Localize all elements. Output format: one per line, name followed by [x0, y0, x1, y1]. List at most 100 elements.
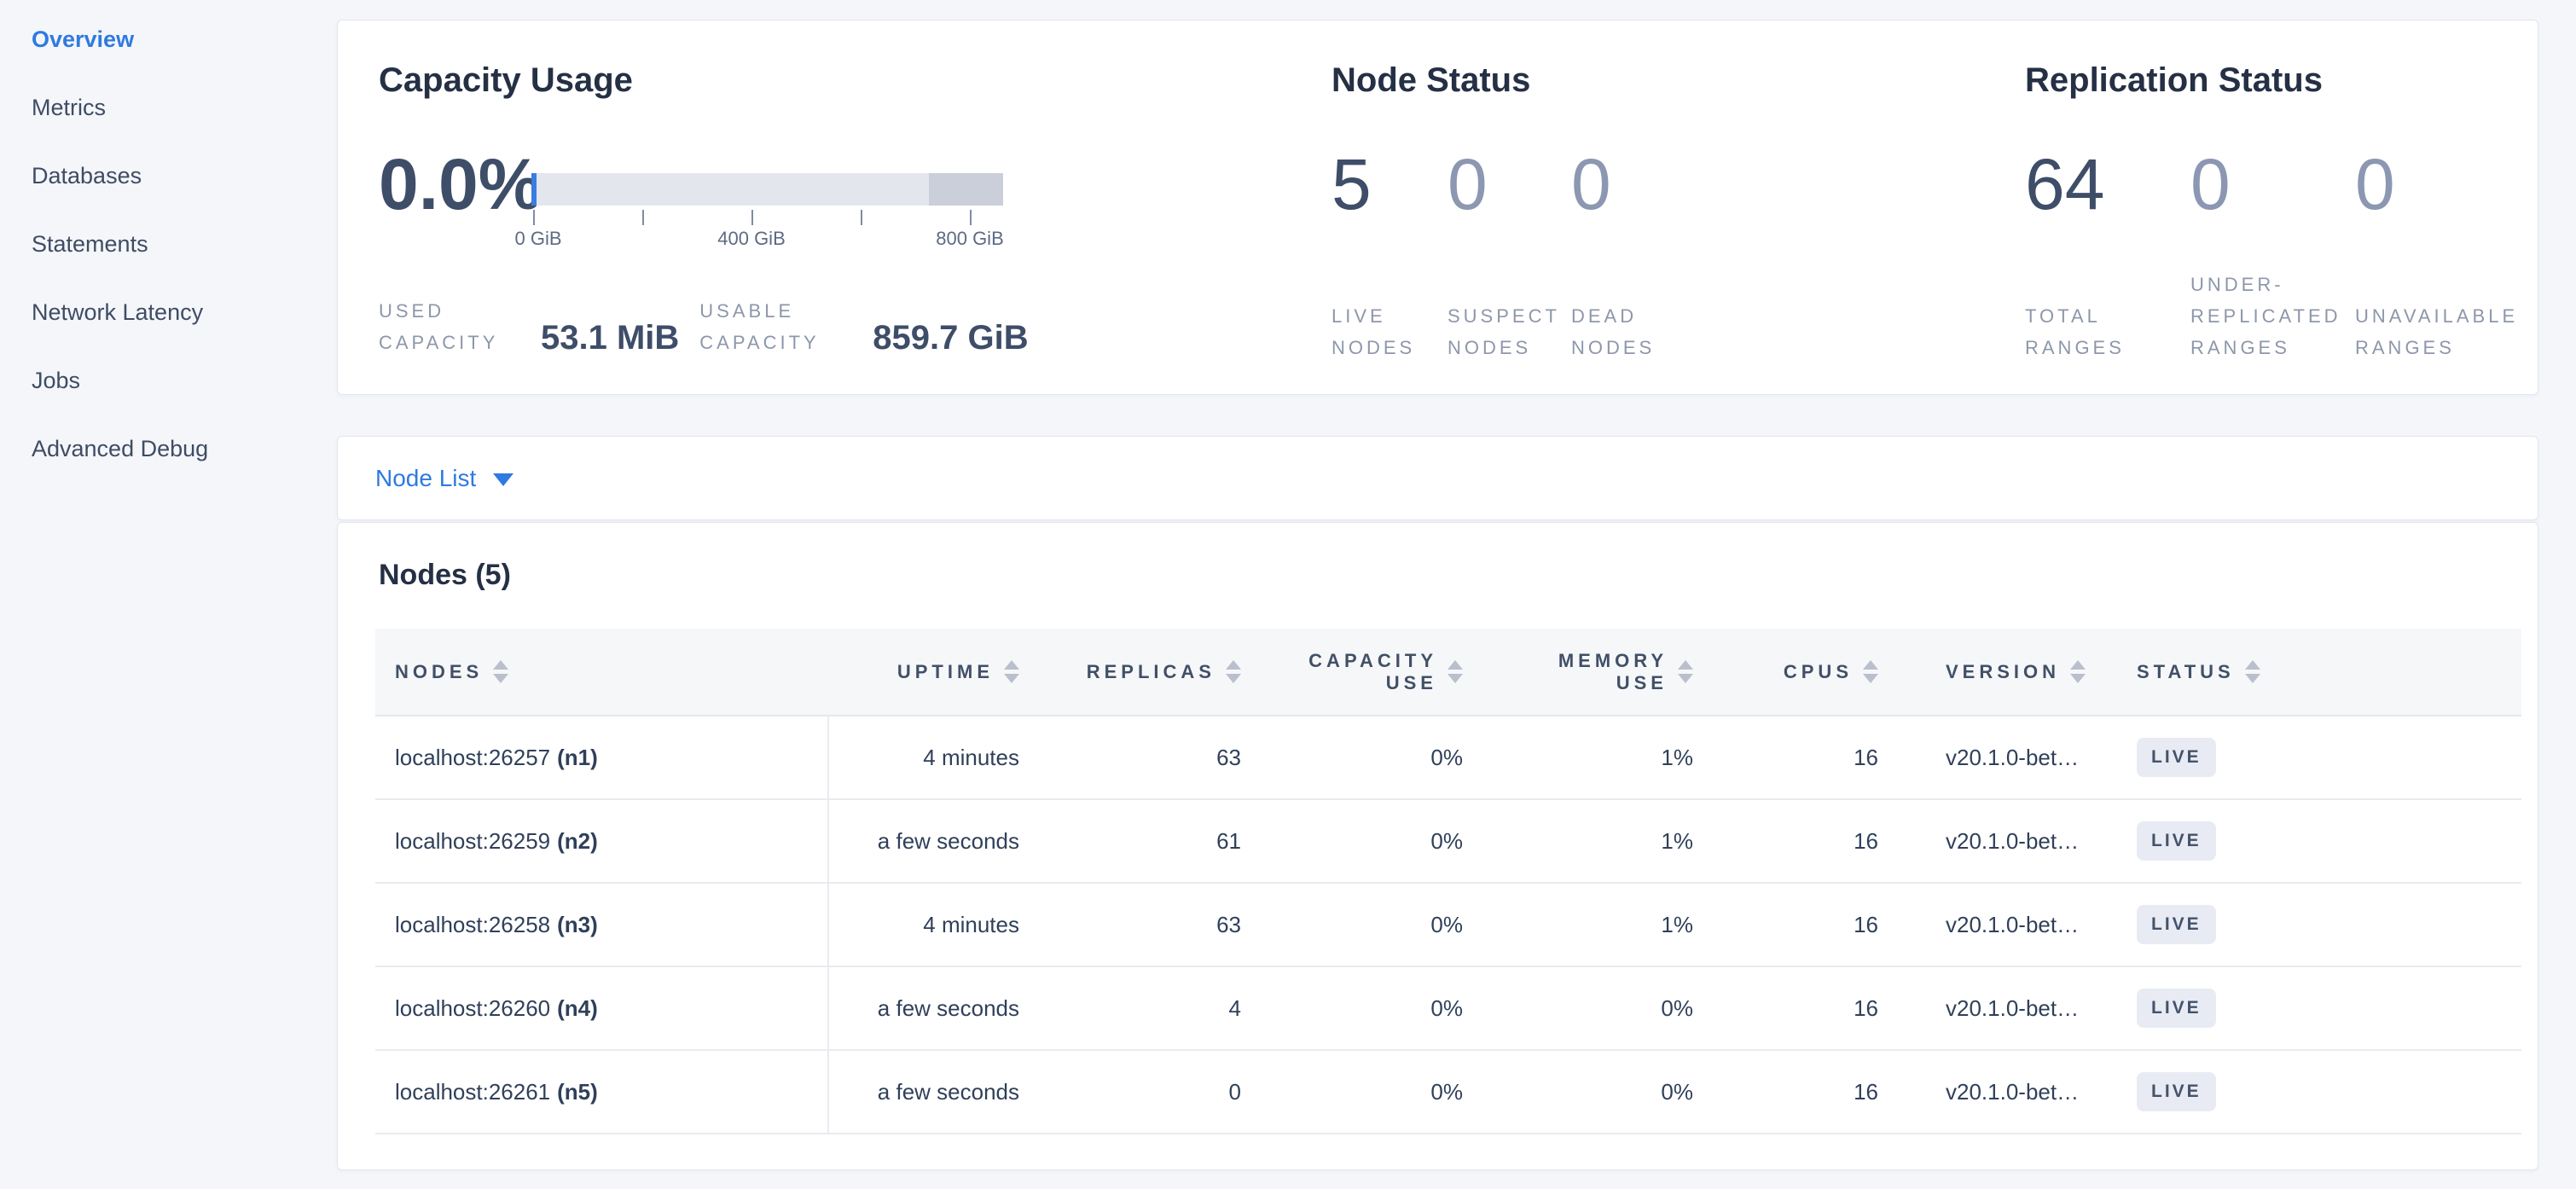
dead-nodes-value: 0 — [1571, 144, 1611, 224]
status-badge: LIVE — [2137, 989, 2216, 1028]
used-capacity: USED CAPACITY 53.1 MiB — [379, 295, 679, 358]
column-header-status[interactable]: STATUS — [2115, 629, 2521, 716]
sidebar-item-metrics[interactable]: Metrics — [32, 94, 106, 120]
under-replicated-ranges-stat: 0 UNDER- REPLICATED RANGES — [2190, 148, 2355, 363]
memory-use-cell: 1% — [1661, 744, 1693, 770]
total-ranges-label: TOTAL RANGES — [2025, 305, 2125, 358]
sidebar-item-network-latency[interactable]: Network Latency — [32, 299, 204, 325]
node-status-stats: 5 LIVE NODES 0 SUSPECT NODES 0 DEAD NODE… — [1332, 148, 1716, 363]
sidebar-item-advanced-debug[interactable]: Advanced Debug — [32, 435, 209, 461]
suspect-nodes-label: SUSPECT NODES — [1448, 305, 1560, 358]
capacity-used-percent: 0.0% — [379, 144, 542, 224]
capacity-gauge-axis — [531, 210, 1003, 225]
dead-nodes-label: DEAD NODES — [1571, 305, 1656, 358]
column-header-version[interactable]: VERSION — [1900, 629, 2115, 716]
total-ranges-value: 64 — [2025, 144, 2105, 224]
node-list-dropdown[interactable]: Node List — [375, 464, 514, 492]
sort-icon[interactable] — [1004, 660, 1019, 683]
uptime-cell: a few seconds — [877, 827, 1019, 854]
cpus-cell: 16 — [1854, 1078, 1878, 1105]
table-row: localhost:26261 (n5) a few seconds 0 0% 0… — [375, 1050, 2521, 1134]
column-header-memory-use[interactable]: MEMORY USE — [1485, 629, 1715, 716]
sort-icon[interactable] — [1678, 660, 1693, 683]
node-list-dropdown-label: Node List — [375, 464, 477, 491]
capacity-gauge-reserved-segment — [929, 173, 1003, 206]
node-status-title: Node Status — [1332, 61, 1531, 99]
replication-status-title: Replication Status — [2025, 61, 2323, 99]
version-cell: v20.1.0-bet… — [1946, 827, 2080, 854]
used-capacity-label: USED CAPACITY — [379, 300, 499, 353]
column-header-capacity-use[interactable]: CAPACITY USE — [1263, 629, 1485, 716]
nodes-table: NODES UPTIME REPLICAS CAPACITY USE MEMOR… — [375, 629, 2521, 1134]
version-cell: v20.1.0-bet… — [1946, 1078, 2080, 1105]
sidebar-item-overview[interactable]: Overview — [32, 26, 135, 52]
column-label: NODES — [395, 660, 484, 682]
sort-icon[interactable] — [493, 660, 509, 683]
node-name-link[interactable]: localhost:26259 (n2) — [375, 799, 829, 883]
uptime-cell: a few seconds — [877, 1078, 1019, 1105]
sort-icon[interactable] — [2244, 660, 2260, 683]
suspect-nodes-stat: 0 SUSPECT NODES — [1448, 148, 1571, 363]
cpus-cell: 16 — [1854, 995, 1878, 1021]
live-nodes-stat: 5 LIVE NODES — [1332, 148, 1448, 363]
capacity-gauge-tick-labels: 0 GiB 400 GiB 800 GiB — [514, 228, 1004, 253]
table-row: localhost:26260 (n4) a few seconds 4 0% 0… — [375, 966, 2521, 1050]
node-name-link[interactable]: localhost:26260 (n4) — [375, 966, 829, 1050]
memory-use-cell: 0% — [1661, 1078, 1693, 1105]
sidebar-item-statements[interactable]: Statements — [32, 230, 148, 257]
node-name-link[interactable]: localhost:26257 (n1) — [375, 716, 829, 799]
replicas-cell: 61 — [1216, 827, 1241, 854]
tick-label-0: 0 GiB — [514, 228, 562, 249]
tick-label-400: 400 GiB — [717, 228, 786, 249]
memory-use-cell: 1% — [1661, 911, 1693, 937]
unavailable-ranges-stat: 0 UNAVAILABLE RANGES — [2355, 148, 2543, 363]
status-cell: LIVE — [2115, 883, 2521, 966]
column-header-nodes[interactable]: NODES — [375, 629, 828, 716]
node-list-bar: Node List — [337, 436, 2538, 520]
sidebar-item-jobs[interactable]: Jobs — [32, 367, 81, 393]
column-label: STATUS — [2137, 660, 2235, 682]
column-label: VERSION — [1946, 660, 2061, 682]
capacity-use-cell: 0% — [1430, 911, 1463, 937]
status-cell: LIVE — [2115, 1050, 2521, 1134]
used-capacity-value: 53.1 MiB — [541, 319, 680, 357]
total-ranges-stat: 64 TOTAL RANGES — [2025, 148, 2190, 363]
capacity-gauge-used-segment — [531, 173, 537, 206]
version-cell: v20.1.0-bet… — [1946, 995, 2080, 1021]
replicas-cell: 63 — [1216, 911, 1241, 937]
capacity-use-cell: 0% — [1430, 744, 1463, 770]
usable-capacity: USABLE CAPACITY 859.7 GiB — [699, 295, 1028, 358]
sort-icon[interactable] — [1448, 660, 1463, 683]
sort-icon[interactable] — [2070, 660, 2086, 683]
node-name-link[interactable]: localhost:26258 (n3) — [375, 883, 829, 966]
replicas-cell: 63 — [1216, 744, 1241, 770]
column-header-uptime[interactable]: UPTIME — [828, 629, 1059, 716]
status-cell: LIVE — [2115, 966, 2521, 1050]
dead-nodes-stat: 0 DEAD NODES — [1571, 148, 1716, 363]
table-header-row: NODES UPTIME REPLICAS CAPACITY USE MEMOR… — [375, 629, 2521, 716]
cluster-summary-card: Capacity Usage 0.0% 0 GiB 400 GiB 800 Gi… — [337, 20, 2538, 395]
node-name-link[interactable]: localhost:26261 (n5) — [375, 1050, 829, 1134]
table-row: localhost:26258 (n3) 4 minutes 63 0% 1% 1… — [375, 883, 2521, 966]
under-replicated-ranges-value: 0 — [2190, 144, 2231, 224]
capacity-use-cell: 0% — [1430, 827, 1463, 854]
column-label: REPLICAS — [1086, 660, 1215, 682]
tick-label-800: 800 GiB — [936, 228, 1004, 249]
capacity-use-cell: 0% — [1430, 1078, 1463, 1105]
unavailable-ranges-value: 0 — [2355, 144, 2395, 224]
column-header-cpus[interactable]: CPUS — [1715, 629, 1900, 716]
capacity-gauge — [531, 173, 1003, 206]
capacity-details: USED CAPACITY 53.1 MiB USABLE CAPACITY 8… — [379, 295, 1029, 358]
table-row: localhost:26259 (n2) a few seconds 61 0% … — [375, 799, 2521, 883]
column-label: MEMORY USE — [1558, 649, 1668, 693]
uptime-cell: 4 minutes — [923, 911, 1019, 937]
column-header-replicas[interactable]: REPLICAS — [1059, 629, 1263, 716]
sidebar-item-databases[interactable]: Databases — [32, 162, 142, 188]
sort-icon[interactable] — [1863, 660, 1878, 683]
unavailable-ranges-label: UNAVAILABLE RANGES — [2355, 305, 2519, 358]
replication-stats: 64 TOTAL RANGES 0 UNDER- REPLICATED RANG… — [2025, 148, 2543, 363]
capacity-usage-title: Capacity Usage — [379, 61, 633, 99]
capacity-use-cell: 0% — [1430, 995, 1463, 1021]
sort-icon[interactable] — [1226, 660, 1241, 683]
